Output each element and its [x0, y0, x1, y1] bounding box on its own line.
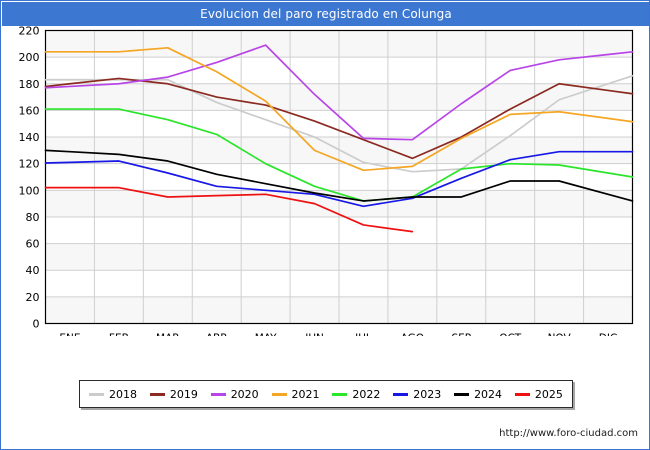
y-tick-label: 40: [26, 264, 40, 277]
series-line-2023: [44, 150, 634, 208]
y-tick-label: 0: [33, 318, 40, 331]
legend-label: 2022: [352, 387, 381, 401]
y-tick-label: 100: [19, 184, 40, 197]
x-tick-label: JUN: [304, 333, 324, 337]
x-tick-label: ABR: [206, 333, 228, 337]
y-tick-label: 20: [26, 291, 40, 304]
y-tick-label: 80: [26, 211, 40, 224]
x-gridlines: [93, 30, 585, 324]
series-line-2025: [44, 186, 414, 233]
legend-swatch-icon: [332, 392, 348, 396]
legend-item-2022[interactable]: 2022: [332, 388, 380, 401]
legend-label: 2024: [474, 387, 503, 401]
x-tick-label: MAR: [156, 333, 180, 337]
x-tick-label: AGO: [401, 333, 424, 337]
x-tick-label: ENE: [59, 333, 80, 337]
legend-swatch-icon: [271, 392, 287, 396]
legend-swatch-icon: [149, 392, 165, 396]
legend-item-2024[interactable]: 2024: [454, 388, 502, 401]
legend-item-2023[interactable]: 2023: [393, 388, 441, 401]
series-line-2020: [44, 44, 634, 141]
source-url: http://www.foro-ciudad.com: [499, 428, 638, 439]
x-tick-label: DIC: [599, 333, 618, 337]
y-tick-label: 60: [26, 238, 40, 251]
legend-item-2021[interactable]: 2021: [271, 387, 320, 401]
y-tick-label: 160: [19, 104, 40, 117]
legend-item-2018[interactable]: 2018: [89, 388, 137, 401]
x-tick-label: SEP: [451, 333, 471, 337]
x-tick-label: JUL: [354, 333, 372, 337]
legend-item-2019[interactable]: 2019: [149, 387, 198, 401]
y-tick-label: 140: [19, 131, 40, 144]
y-tick-label: 220: [19, 26, 40, 38]
chart-legend: 2018 2019 2020 2021 2022 2023 2024 2025: [79, 380, 573, 408]
x-axis-tick-labels: ENE FEB MAR ABR MAY JUN JUL AGO SEP OCT NOV DIC: [59, 333, 617, 337]
series-line-2019: [44, 77, 634, 160]
y-tick-label: 200: [19, 51, 40, 64]
series-line-2024: [44, 149, 634, 202]
y-tick-label: 120: [19, 158, 40, 171]
line-chart-svg: 0 20 40 60 80 100 120 140 160 180 200 220 ENE FEB MAR…: [19, 26, 634, 337]
legend-swatch-icon: [514, 392, 530, 396]
chart-plot-area: 0 20 40 60 80 100 120 140 160 180 200 220 ENE FEB MAR…: [1, 26, 649, 337]
window-title-bar: Evolucion del paro registrado en Colunga: [2, 2, 649, 26]
data-series-layer: [44, 44, 634, 233]
x-tick-label: OCT: [499, 333, 522, 337]
legend-label: 2025: [534, 387, 563, 401]
legend-item-2020[interactable]: 2020: [210, 387, 259, 401]
y-tick-label: 180: [19, 78, 40, 91]
legend-label: 2018: [109, 387, 137, 401]
legend-swatch-icon: [393, 392, 409, 396]
legend-label: 2020: [230, 387, 259, 401]
page-title: Evolucion del paro registrado en Colunga: [200, 7, 452, 21]
legend-label: 2021: [291, 387, 320, 401]
series-line-2022: [44, 108, 634, 202]
y-axis-tick-labels: 0 20 40 60 80 100 120 140 160 180 200 220: [19, 26, 40, 331]
x-tick-label: NOV: [548, 333, 572, 337]
series-line-2021: [44, 46, 634, 172]
legend-swatch-icon: [454, 392, 470, 396]
legend-item-2025[interactable]: 2025: [514, 387, 563, 401]
legend-swatch-icon: [89, 392, 104, 396]
legend-label: 2023: [413, 387, 442, 401]
legend-swatch-icon: [210, 392, 226, 396]
x-tick-label: MAY: [255, 333, 277, 337]
x-tick-label: FEB: [109, 333, 129, 337]
legend-label: 2019: [169, 387, 198, 401]
